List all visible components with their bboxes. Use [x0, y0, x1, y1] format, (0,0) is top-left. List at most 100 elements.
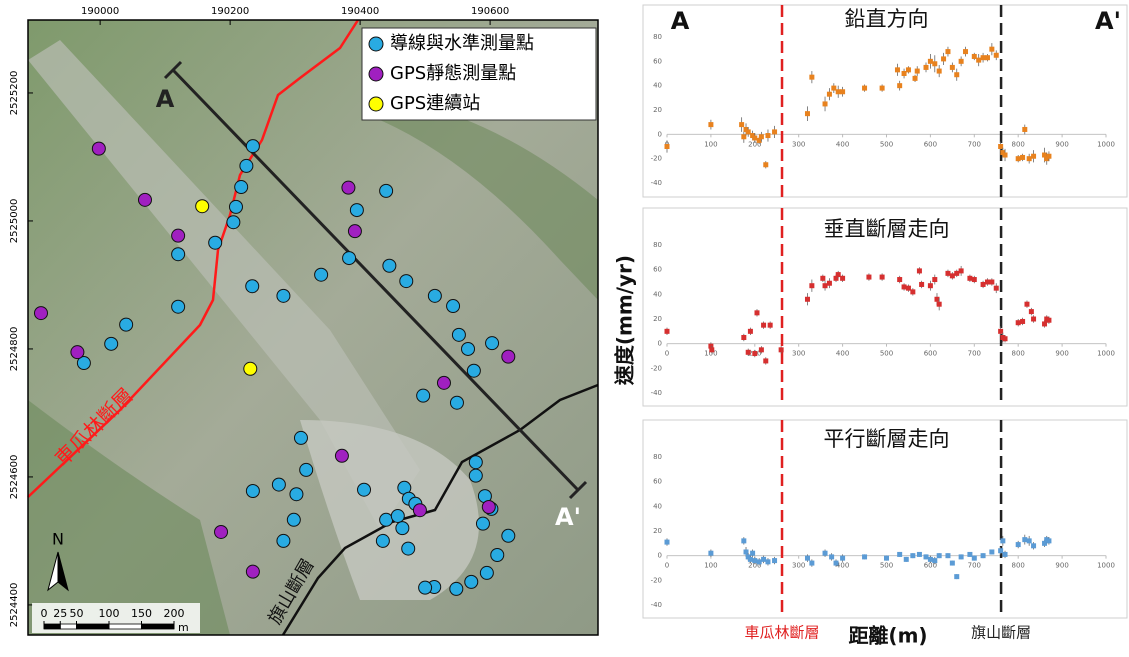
data-point: [880, 275, 885, 280]
data-point: [904, 557, 909, 562]
survey-point: [235, 181, 248, 194]
scale-bar-label: 150: [131, 607, 152, 620]
data-point: [972, 54, 977, 59]
survey-point: [172, 300, 185, 313]
data-point: [805, 297, 810, 302]
data-point: [709, 347, 714, 352]
x-tick-label: 100: [704, 562, 717, 570]
data-point: [924, 65, 929, 70]
data-point: [1031, 317, 1036, 322]
data-point: [750, 551, 755, 556]
survey-point: [215, 525, 228, 538]
y-tick-label: 60: [653, 266, 662, 274]
scale-bar-segment: [141, 624, 173, 629]
survey-point: [502, 350, 515, 363]
data-point: [772, 129, 777, 134]
data-point: [941, 56, 946, 61]
y-tick-label: 0: [658, 130, 662, 138]
data-point: [945, 271, 950, 276]
data-point: [954, 574, 959, 579]
data-point: [1031, 154, 1036, 159]
x-axis-label: 距離(m): [848, 624, 927, 648]
legend-label: GPS靜態測量點: [390, 63, 516, 84]
y-tick-label: 2525200: [9, 71, 20, 116]
data-point: [763, 358, 768, 363]
chart-title: 垂直斷層走向: [824, 217, 950, 241]
x-tick-label: 700: [968, 350, 981, 358]
data-point: [840, 556, 845, 561]
data-point: [963, 49, 968, 54]
survey-point: [450, 396, 463, 409]
y-tick-label: 40: [653, 290, 662, 298]
data-point: [823, 551, 828, 556]
data-point: [897, 83, 902, 88]
data-point: [972, 277, 977, 282]
data-point: [840, 276, 845, 281]
legend-label: 導線與水準測量點: [390, 33, 534, 54]
survey-point: [196, 200, 209, 213]
data-point: [950, 561, 955, 566]
data-point: [741, 538, 746, 543]
survey-point: [300, 463, 313, 476]
survey-point: [348, 225, 361, 238]
data-point: [1022, 537, 1027, 542]
survey-point: [34, 307, 47, 320]
data-point: [932, 61, 937, 66]
survey-point: [272, 478, 285, 491]
survey-point: [335, 449, 348, 462]
survey-point: [383, 259, 396, 272]
data-point: [937, 302, 942, 307]
x-tick-label: 1000: [1097, 140, 1115, 148]
x-tick-label: 900: [1055, 350, 1068, 358]
data-point: [665, 329, 670, 334]
y-tick-label: 0: [658, 340, 662, 348]
survey-point: [277, 534, 290, 547]
data-point: [1020, 155, 1025, 160]
survey-point: [482, 501, 495, 514]
survey-point: [480, 566, 493, 579]
data-point: [989, 47, 994, 52]
data-point: [937, 69, 942, 74]
x-tick-label: 600: [924, 350, 937, 358]
x-tick-label: 300: [792, 562, 805, 570]
data-point: [1000, 538, 1005, 543]
x-tick-label: 190000: [81, 6, 119, 17]
data-point: [928, 59, 933, 64]
data-point: [741, 134, 746, 139]
x-tick-label: 300: [792, 140, 805, 148]
data-point: [910, 553, 915, 558]
y-tick-label: -40: [651, 389, 662, 397]
x-tick-label: 800: [1012, 350, 1025, 358]
data-point: [976, 58, 981, 63]
scale-bar-unit: m: [178, 621, 189, 634]
scale-bar-segment: [76, 624, 108, 629]
survey-point: [491, 549, 504, 562]
data-point: [981, 55, 986, 60]
data-point: [752, 351, 757, 356]
data-point: [1042, 321, 1047, 326]
x-tick-label: 100: [704, 140, 717, 148]
y-tick-label: -40: [651, 179, 662, 187]
y-tick-label: 2524800: [9, 327, 20, 372]
data-point: [917, 552, 922, 557]
survey-point: [246, 280, 259, 293]
survey-point: [343, 252, 356, 265]
x-tick-label: 600: [924, 140, 937, 148]
data-point: [910, 289, 915, 294]
data-point: [998, 548, 1003, 553]
data-point: [1031, 543, 1036, 548]
data-point: [932, 558, 937, 563]
survey-point: [290, 488, 303, 501]
data-point: [981, 282, 986, 287]
survey-point: [246, 140, 259, 153]
data-point: [998, 329, 1003, 334]
data-point: [967, 552, 972, 557]
survey-point: [486, 337, 499, 350]
y-tick-label: 20: [653, 315, 662, 323]
data-point: [919, 282, 924, 287]
x-tick-label: 300: [792, 350, 805, 358]
data-point: [836, 89, 841, 94]
data-point: [1046, 154, 1051, 159]
survey-point: [71, 346, 84, 359]
x-tick-label: 190600: [471, 6, 509, 17]
